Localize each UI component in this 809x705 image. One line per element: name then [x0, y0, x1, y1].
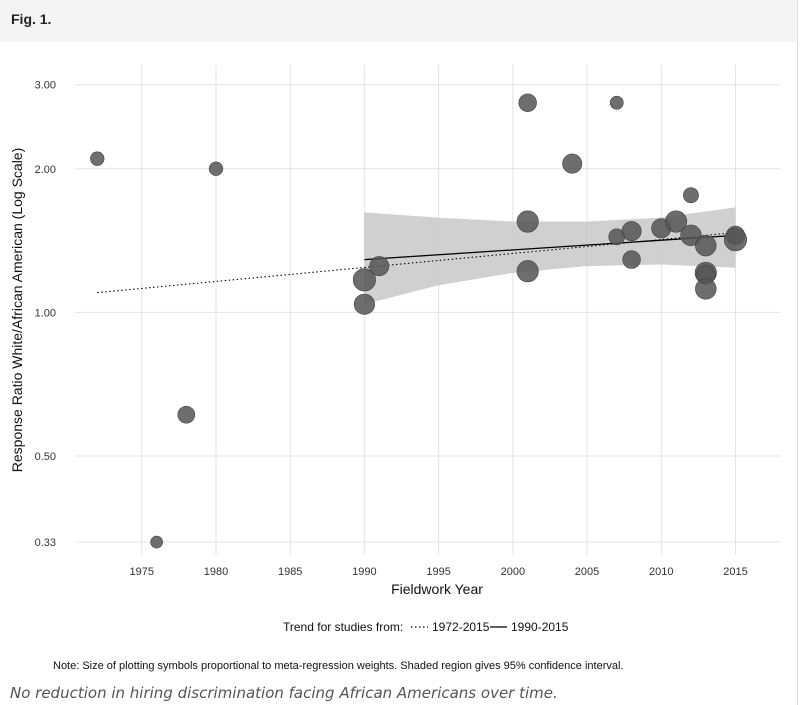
data-points-layer	[90, 93, 747, 549]
figure-label: Fig. 1.	[0, 0, 797, 42]
data-point	[90, 151, 105, 166]
x-tick-label: 2000	[501, 566, 525, 578]
x-tick-label: 2010	[649, 566, 673, 578]
trend-lines-layer	[97, 231, 736, 294]
data-point	[665, 210, 688, 233]
confidence-band	[364, 207, 736, 305]
figure-frame: 1975 1980 1985 1990 1995 2000 2005 2010 2015 0.33…	[0, 42, 797, 682]
y-tick-label: 1.00	[35, 307, 56, 319]
x-tick-label: 1985	[278, 566, 302, 578]
x-tick-label: 2015	[723, 566, 747, 578]
right-border	[797, 0, 798, 705]
scatter-chart: 1975 1980 1985 1990 1995 2000 2005 2010 2015 0.33…	[9, 65, 780, 672]
y-axis-title: Response Ratio White/African American (L…	[9, 148, 25, 472]
confidence-band-layer	[364, 207, 736, 305]
chart-note: Note: Size of plotting symbols proportio…	[53, 660, 623, 672]
x-axis-title: Fieldwork Year	[391, 581, 483, 597]
y-tick-label: 0.33	[35, 537, 56, 549]
y-tick-label: 3.00	[35, 80, 56, 92]
figure-caption: No reduction in hiring discrimination fa…	[10, 684, 558, 702]
data-point	[562, 153, 583, 174]
x-tick-label: 1975	[130, 566, 154, 578]
x-tick-label: 2005	[575, 566, 599, 578]
data-point	[516, 260, 539, 283]
legend-label-1990-2015: 1990-2015	[511, 620, 569, 634]
legend-title: Trend for studies from:	[283, 620, 403, 634]
data-point	[208, 161, 224, 176]
legend: Trend for studies from: 1972-2015 1990-2…	[283, 620, 569, 634]
data-point	[680, 224, 702, 247]
data-point	[609, 95, 624, 110]
data-point	[369, 256, 390, 277]
x-tick-label: 1995	[426, 566, 450, 578]
data-point	[695, 278, 717, 300]
data-point	[518, 93, 537, 112]
data-point	[353, 293, 375, 315]
y-tick-label: 2.00	[35, 164, 56, 176]
y-tick-label: 0.50	[35, 451, 56, 463]
data-point	[622, 250, 641, 269]
data-point	[352, 268, 376, 292]
tick-labels-layer: 1975 1980 1985 1990 1995 2000 2005 2010 2015 0.33…	[35, 80, 748, 578]
data-point	[695, 234, 717, 257]
trend-line-1990-2015	[364, 234, 736, 261]
data-point	[723, 228, 747, 252]
gridlines	[75, 65, 780, 555]
data-point	[683, 187, 699, 204]
x-tick-label: 1980	[204, 566, 228, 578]
data-point	[621, 221, 642, 242]
x-tick-label: 1990	[352, 566, 376, 578]
legend-label-1972-2015: 1972-2015	[432, 620, 490, 634]
data-point	[516, 210, 539, 233]
trend-line-1972-2015	[97, 231, 736, 294]
data-point	[150, 535, 163, 549]
data-point	[177, 405, 196, 424]
